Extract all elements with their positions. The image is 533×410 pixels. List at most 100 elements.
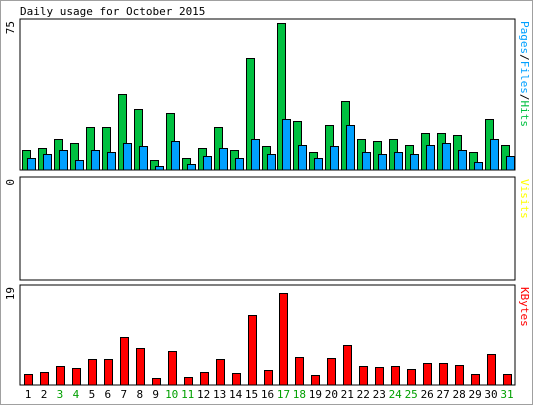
kbytes-bar-day-17 xyxy=(279,293,288,386)
files-bar-day-2 xyxy=(43,154,52,171)
hits-bar-day-6 xyxy=(102,127,111,171)
x-tick-label-day-31: 31 xyxy=(500,388,513,401)
files-bar-day-18 xyxy=(298,145,307,171)
files-bar-day-1 xyxy=(27,158,36,171)
chart-title: Daily usage for October 2015 xyxy=(20,5,205,18)
files-bar-day-12 xyxy=(203,156,212,171)
x-tick-label-day-8: 8 xyxy=(136,388,143,401)
kbytes-bar-day-23 xyxy=(375,367,384,386)
x-tick-label-day-11: 11 xyxy=(181,388,194,401)
x-tick-label-day-28: 28 xyxy=(452,388,465,401)
kbytes-bar-day-9 xyxy=(152,378,161,386)
x-tick-label-day-21: 21 xyxy=(341,388,354,401)
files-bar-day-28 xyxy=(458,150,467,171)
kbytes-bar-day-13 xyxy=(216,359,225,386)
kbytes-bar-day-3 xyxy=(56,366,65,386)
hits-bar-day-8 xyxy=(134,109,143,171)
files-bar-day-31 xyxy=(506,156,515,171)
files-bar-day-14 xyxy=(235,158,244,171)
kbytes-bar-day-28 xyxy=(455,365,464,386)
x-tick-label-day-10: 10 xyxy=(165,388,178,401)
kbytes-bar-day-19 xyxy=(311,375,320,386)
panel-middle: 0 Visits xyxy=(4,176,531,281)
x-tick-label-day-17: 17 xyxy=(277,388,290,401)
hits-bar-day-15 xyxy=(246,58,255,171)
x-tick-label-day-7: 7 xyxy=(120,388,127,401)
y-axis-label-middle: Visits xyxy=(518,179,531,219)
kbytes-bar-day-29 xyxy=(471,374,480,386)
hits-bar-day-29 xyxy=(469,152,478,171)
kbytes-bar-day-26 xyxy=(423,363,432,386)
x-tick-label-day-5: 5 xyxy=(89,388,96,401)
x-tick-label-day-18: 18 xyxy=(293,388,306,401)
files-bar-day-17 xyxy=(282,119,291,171)
y-axis-label-part: Visits xyxy=(518,179,531,219)
files-bar-day-29 xyxy=(474,162,483,171)
files-bar-day-26 xyxy=(426,145,435,171)
files-bar-day-24 xyxy=(394,152,403,171)
x-tick-label-day-13: 13 xyxy=(213,388,226,401)
files-bar-day-15 xyxy=(251,139,260,171)
x-tick-label-day-1: 1 xyxy=(25,388,32,401)
panel-frame-middle xyxy=(19,176,516,281)
files-bar-day-3 xyxy=(59,150,68,171)
x-tick-label-day-9: 9 xyxy=(152,388,159,401)
x-tick-label-day-20: 20 xyxy=(325,388,338,401)
hits-bar-day-9 xyxy=(150,160,159,171)
hits-bar-day-17 xyxy=(277,23,286,171)
x-tick-label-day-26: 26 xyxy=(421,388,434,401)
panel-frame-bottom xyxy=(19,284,516,386)
y-axis-label-top: Pages/Files/Hits xyxy=(518,21,531,127)
kbytes-bar-day-12 xyxy=(200,372,209,386)
files-bar-day-20 xyxy=(330,146,339,171)
panel-top: 75 Pages/Files/Hits xyxy=(4,18,531,171)
x-tick-label-day-2: 2 xyxy=(41,388,48,401)
files-bar-day-13 xyxy=(219,148,228,171)
y-max-label-top: 75 xyxy=(4,21,17,34)
x-tick-label-day-4: 4 xyxy=(73,388,80,401)
x-tick-label-day-6: 6 xyxy=(104,388,111,401)
y-max-label-middle: 0 xyxy=(4,179,17,186)
y-axis-label-part: Files xyxy=(518,61,531,94)
files-bar-day-8 xyxy=(139,146,148,171)
series-hits xyxy=(22,23,510,171)
hits-bar-day-7 xyxy=(118,94,127,171)
files-bar-day-5 xyxy=(91,150,100,171)
x-tick-label-day-23: 23 xyxy=(373,388,386,401)
x-tick-label-day-22: 22 xyxy=(357,388,370,401)
files-bar-day-9 xyxy=(155,166,164,171)
y-axis-label-part: Pages xyxy=(518,21,531,54)
files-bar-day-11 xyxy=(187,164,196,171)
kbytes-bar-day-7 xyxy=(120,337,129,386)
x-tick-label-day-30: 30 xyxy=(484,388,497,401)
kbytes-bar-day-30 xyxy=(487,354,496,386)
hits-bar-day-5 xyxy=(86,127,95,171)
series-kbytes xyxy=(24,293,512,386)
x-tick-label-day-16: 16 xyxy=(261,388,274,401)
kbytes-bar-day-14 xyxy=(232,373,241,386)
files-bar-day-19 xyxy=(314,158,323,171)
y-axis-label-part: / xyxy=(518,94,531,101)
hits-bar-day-4 xyxy=(70,143,79,171)
y-max-label-bottom: 19 xyxy=(4,287,17,300)
panel-bottom: 19 KBytes xyxy=(4,284,531,386)
x-tick-label-day-12: 12 xyxy=(197,388,210,401)
files-bar-day-23 xyxy=(378,154,387,171)
kbytes-bar-day-1 xyxy=(24,374,33,386)
files-bar-day-30 xyxy=(490,139,499,171)
files-bar-day-27 xyxy=(442,143,451,171)
x-axis-day-labels: 1 2 3 4 5 6 7 8 9 10 11 12 13 14 15 16 17 18 19 20 21 22 23 24 2… xyxy=(25,388,514,401)
x-tick-label-day-27: 27 xyxy=(436,388,449,401)
kbytes-bar-day-2 xyxy=(40,372,49,386)
x-tick-label-day-3: 3 xyxy=(57,388,64,401)
kbytes-bar-day-15 xyxy=(248,315,257,386)
kbytes-bar-day-4 xyxy=(72,368,81,386)
kbytes-bar-day-8 xyxy=(136,348,145,386)
files-bar-day-7 xyxy=(123,143,132,171)
files-bar-day-16 xyxy=(267,154,276,171)
x-tick-label-day-15: 15 xyxy=(245,388,258,401)
kbytes-bar-day-11 xyxy=(184,377,193,386)
